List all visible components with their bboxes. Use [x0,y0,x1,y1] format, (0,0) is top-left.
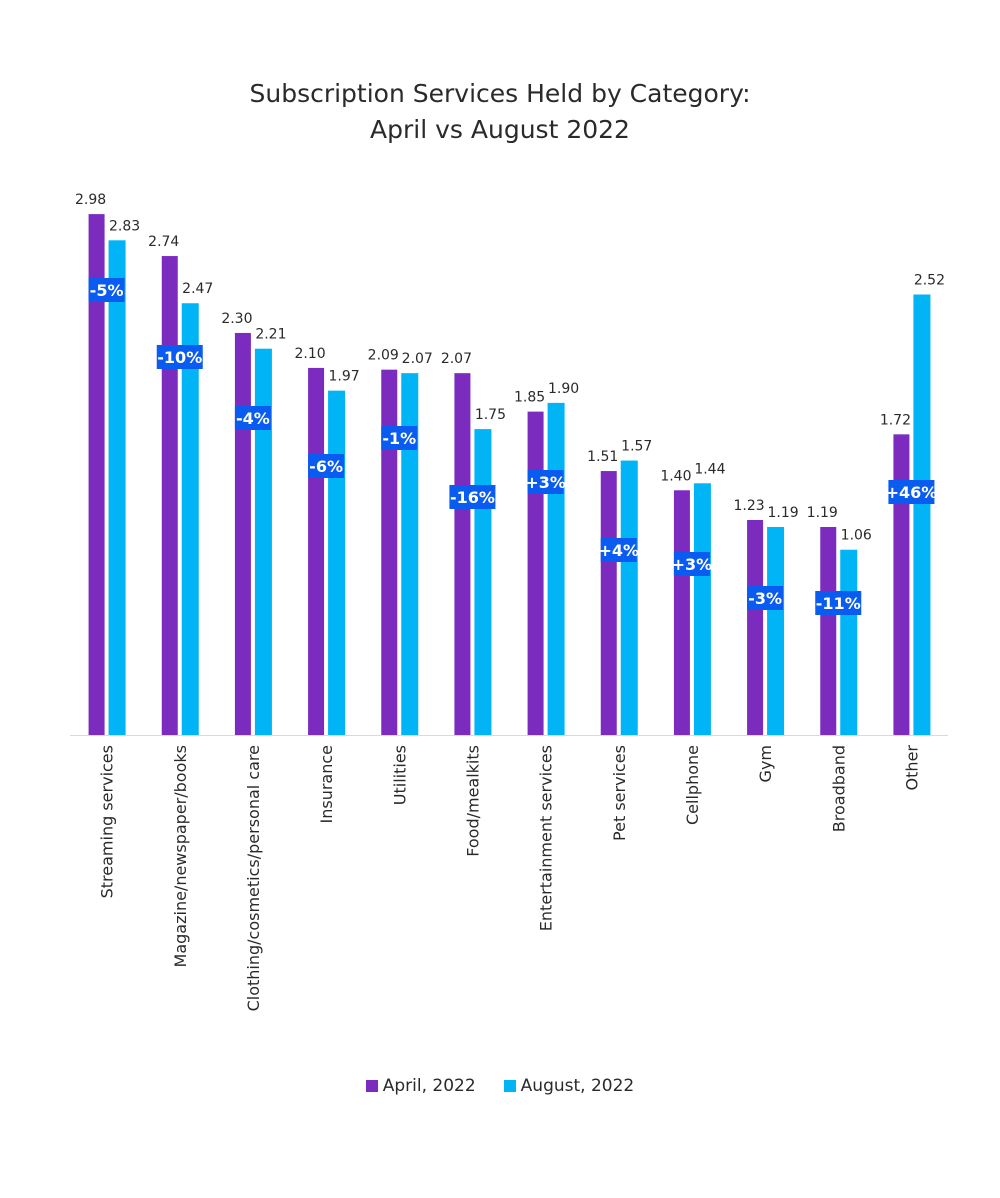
change-badge [156,345,203,369]
change-badge-label: +3% [672,555,713,574]
bar-april [381,369,398,735]
bar-april [308,367,325,735]
change-badge-label: +3% [525,473,566,492]
data-label-april: 1.40 [660,468,691,484]
category-tick-label: Cellphone [683,745,702,825]
bar-august [913,294,931,735]
category-tick-label: Gym [756,745,775,782]
change-badge [308,454,345,478]
bar-april [527,411,544,735]
change-badge-label: +46% [886,483,938,502]
change-badge-label: -3% [748,589,782,608]
bar-august [767,526,785,735]
bar-april [747,519,764,735]
category-tick-label: Other [902,745,921,791]
data-label-august: 1.19 [767,505,798,521]
bar-april [600,471,617,735]
change-badge [600,538,637,562]
change-badge [234,406,271,430]
category-tick-label: Streaming services [98,745,117,898]
data-label-august: 2.52 [914,273,945,289]
legend-item-april: April, 2022 [365,1076,476,1096]
data-label-august: 1.97 [328,369,359,385]
bar-august [693,483,711,735]
bar-august [108,240,126,736]
data-label-april: 1.23 [733,498,764,514]
data-label-april: 2.98 [75,192,106,208]
data-label-april: 2.07 [441,351,472,367]
data-label-august: 1.57 [621,439,652,455]
data-label-august: 1.75 [475,407,506,423]
bar-april [88,214,105,735]
change-badge [815,591,862,615]
legend: April, 2022 August, 2022 [0,1076,1000,1096]
data-label-april: 1.19 [807,505,838,521]
data-label-august: 1.06 [841,528,872,544]
legend-label-august: August, 2022 [520,1076,635,1096]
category-tick-label: Utilities [390,745,409,805]
change-badge-label: -16% [450,488,495,507]
change-badge [673,552,710,576]
change-badge-label: -5% [90,281,124,300]
chart-title-line-1: Subscription Services Held by Category: [249,79,751,108]
change-badge-label: -11% [816,594,861,613]
change-badge [747,586,784,610]
legend-label-april: April, 2022 [382,1076,476,1096]
bar-august [474,429,492,735]
data-label-april: 2.30 [221,311,252,327]
category-tick-label: Magazine/newspaper/books [171,745,190,967]
bar-april [234,332,251,735]
data-label-april: 1.51 [587,449,618,465]
legend-swatch-april [365,1080,378,1092]
change-badge-label: -1% [382,429,416,448]
change-badge [88,278,125,302]
data-label-april: 2.10 [294,346,325,362]
bar-august [547,402,565,735]
bar-april [820,526,837,735]
category-tick-label: Entertainment services [537,745,556,931]
data-label-april: 2.09 [368,348,399,364]
chart-title-line-2: April vs August 2022 [370,115,630,144]
change-badge [449,485,496,509]
change-badge [381,426,418,450]
bar-august [254,348,272,735]
data-label-august: 2.47 [182,281,213,297]
data-label-april: 2.74 [148,234,179,250]
legend-item-august: August, 2022 [503,1076,635,1096]
change-badge-label: -10% [157,348,202,367]
bar-august [181,303,199,735]
category-tick-label: Broadband [829,745,848,832]
legend-swatch-august [503,1080,516,1092]
change-badge [888,480,935,504]
data-label-august: 2.21 [255,327,286,343]
bar-april [673,490,690,735]
data-label-april: 1.72 [880,412,911,428]
change-badge-label: -4% [236,409,270,428]
category-tick-label: Clothing/cosmetics/personal care [244,745,263,1011]
category-tick-label: Pet services [610,745,629,841]
data-label-august: 2.07 [402,351,433,367]
change-badge [527,470,564,494]
bar-august [620,460,638,735]
change-badge-label: -6% [309,457,343,476]
bar-april [161,256,178,735]
data-label-august: 1.44 [694,461,725,477]
category-tick-label: Food/mealkits [463,745,482,857]
bar-august [401,373,419,735]
data-label-april: 1.85 [514,390,545,406]
category-tick-label: Insurance [317,745,336,824]
bar-april [454,373,471,735]
bar-april [893,434,910,735]
bar-august [328,390,346,735]
bar-august [840,549,858,735]
change-badge-label: +4% [598,541,639,560]
chart-title: Subscription Services Held by Category: … [0,76,1000,148]
data-label-august: 2.83 [109,218,140,234]
data-label-august: 1.90 [548,381,579,397]
